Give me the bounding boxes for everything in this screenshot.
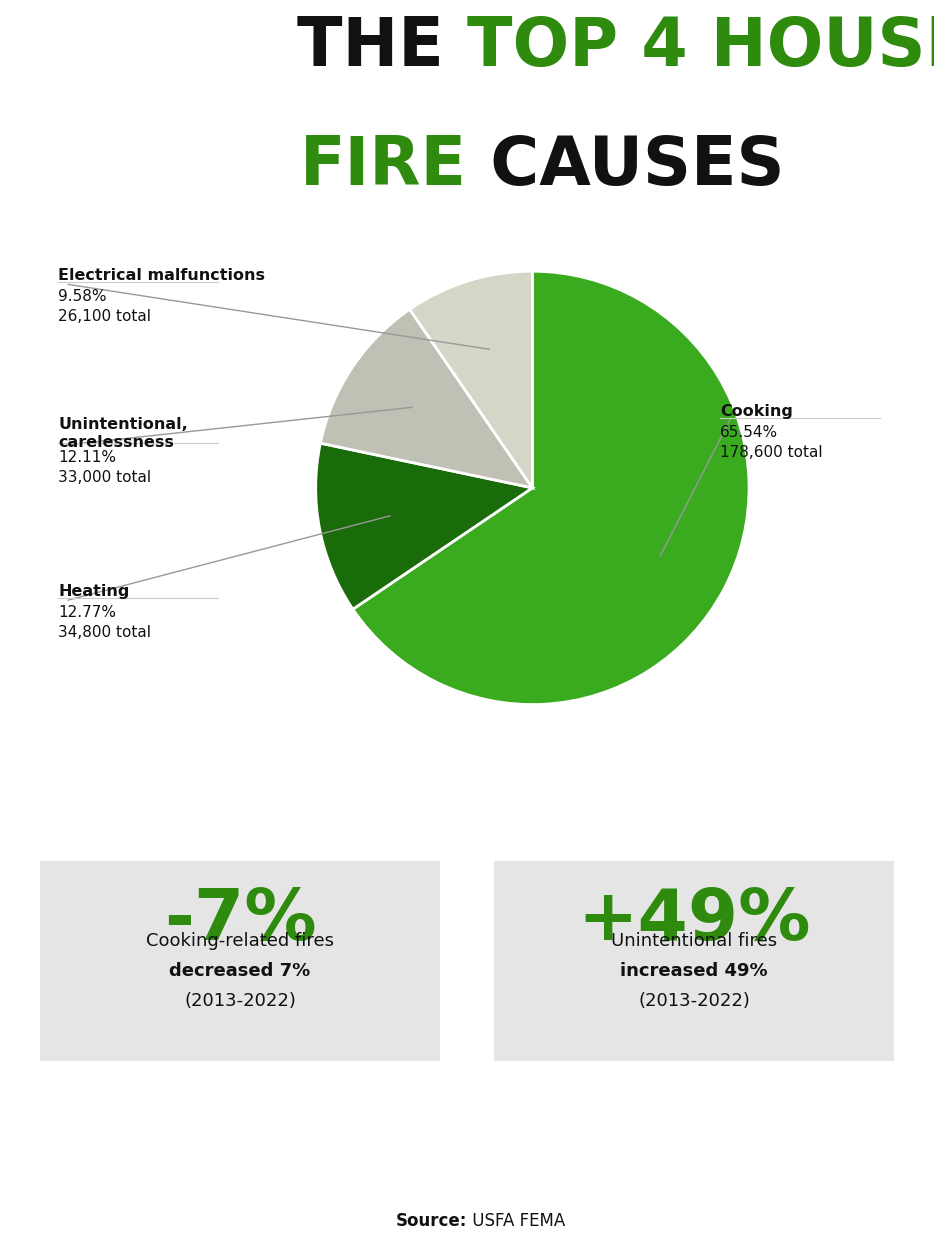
- Text: (2013-2022): (2013-2022): [638, 992, 750, 1010]
- Text: USFA FEMA: USFA FEMA: [467, 1212, 565, 1230]
- Wedge shape: [353, 271, 749, 704]
- Text: Cooking-related fires: Cooking-related fires: [146, 932, 334, 950]
- FancyBboxPatch shape: [40, 861, 440, 1061]
- Text: Cooking: Cooking: [720, 404, 793, 419]
- Text: 65.54%
178,600 total: 65.54% 178,600 total: [720, 425, 823, 459]
- Text: THE: THE: [297, 14, 467, 80]
- Text: +49%: +49%: [577, 886, 811, 955]
- Text: decreased 7%: decreased 7%: [169, 962, 311, 980]
- Text: Source:: Source:: [396, 1212, 467, 1230]
- Text: 12.11%
33,000 total: 12.11% 33,000 total: [58, 450, 151, 484]
- Text: Electrical malfunctions: Electrical malfunctions: [58, 268, 265, 283]
- Text: 9.58%
26,100 total: 9.58% 26,100 total: [58, 289, 151, 324]
- Text: increased 49%: increased 49%: [620, 962, 768, 980]
- Text: (2013-2022): (2013-2022): [184, 992, 296, 1010]
- Text: Unintentional,
carelessness: Unintentional, carelessness: [58, 417, 188, 450]
- Text: -7%: -7%: [163, 886, 317, 955]
- Wedge shape: [316, 443, 532, 609]
- Wedge shape: [320, 309, 532, 488]
- FancyBboxPatch shape: [494, 861, 894, 1061]
- Text: FIRE: FIRE: [300, 133, 467, 199]
- Text: 12.77%
34,800 total: 12.77% 34,800 total: [58, 605, 151, 641]
- Wedge shape: [410, 271, 532, 488]
- Text: CAUSES: CAUSES: [467, 133, 785, 199]
- Text: TOP 4 HOUSE: TOP 4 HOUSE: [467, 14, 934, 80]
- Text: Unintentional fires: Unintentional fires: [611, 932, 777, 950]
- Text: Heating: Heating: [58, 584, 130, 599]
